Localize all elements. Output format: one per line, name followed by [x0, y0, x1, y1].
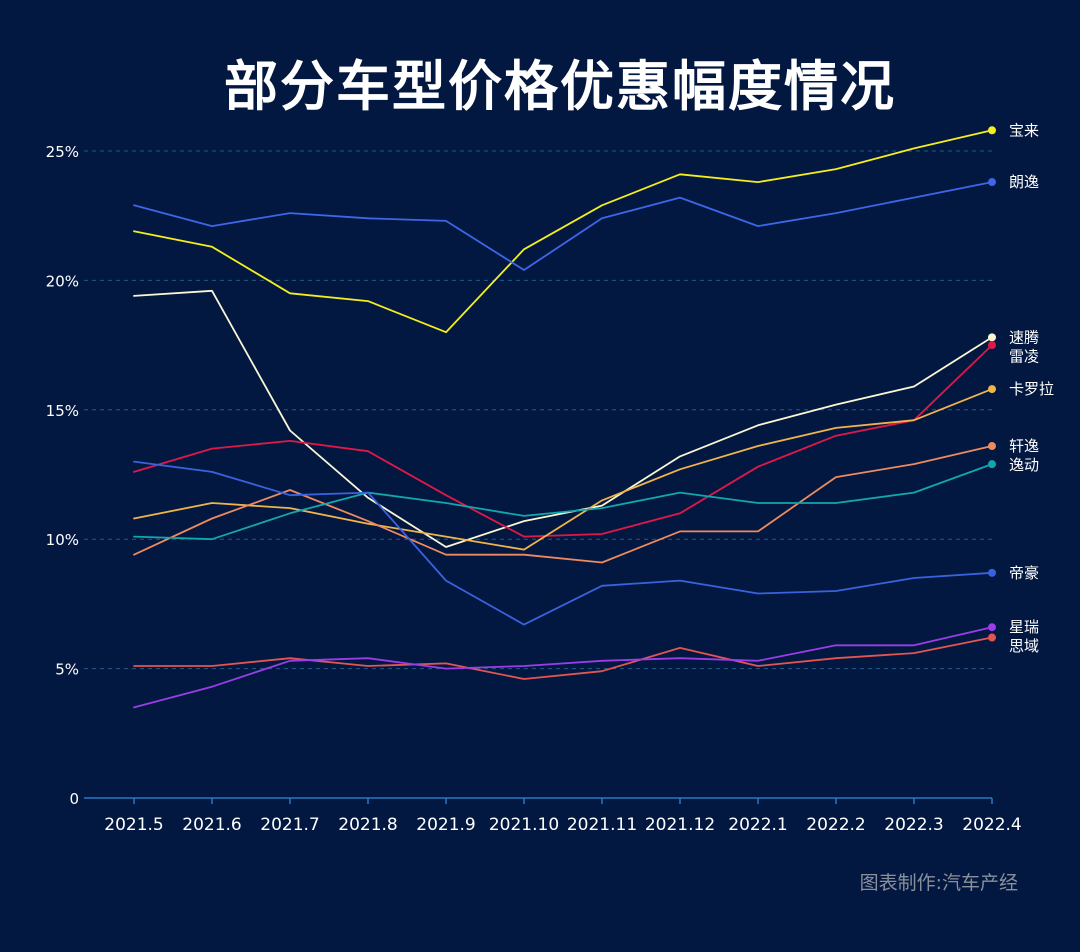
series-end-dot [988, 178, 996, 187]
x-tick-label: 2021.8 [338, 815, 397, 835]
series-line [133, 289, 993, 548]
series-line [133, 344, 993, 538]
series-line [133, 460, 993, 626]
series-line [133, 445, 993, 564]
x-tick-label: 2021.9 [416, 815, 475, 835]
series-label: 卡罗拉 [1009, 380, 1054, 398]
series-label: 轩逸 [1009, 437, 1039, 455]
grid-layer [84, 150, 992, 670]
series-label: 速腾 [1009, 328, 1039, 346]
series-end-dot [988, 442, 996, 451]
x-tick-label: 2021.12 [645, 815, 715, 835]
series-label: 宝来 [1009, 121, 1039, 139]
series-label: 朗逸 [1009, 173, 1039, 191]
series-end-dot [988, 333, 996, 342]
y-tick-label: 5% [55, 661, 79, 679]
x-tick-label: 2021.11 [567, 815, 637, 835]
x-tick-label: 2022.4 [962, 815, 1021, 835]
x-tick-label: 2021.10 [489, 815, 559, 835]
series-label: 雷凌 [1009, 347, 1039, 365]
series-end-dot [988, 385, 996, 394]
axis-layer: 0 5% 10% 15% 20% 25% 2021.5 2021.6 2021.7 2021.8 2… [46, 143, 1022, 835]
x-tick-label: 2021.7 [260, 815, 319, 835]
series-layer [133, 126, 996, 709]
x-tick-label: 2022.1 [728, 815, 787, 835]
series-line [133, 636, 993, 680]
series-end-dot [988, 341, 996, 350]
y-tick-label: 0 [69, 790, 79, 808]
series-line [133, 626, 993, 709]
x-tick-label: 2021.6 [182, 815, 241, 835]
series-end-dot [988, 568, 996, 577]
series-end-dot [988, 633, 996, 642]
y-tick-label: 20% [46, 272, 79, 290]
series-label: 思域 [1009, 637, 1039, 655]
x-tick-label: 2022.2 [806, 815, 865, 835]
series-line [133, 388, 993, 551]
series-end-dot [988, 126, 996, 135]
x-tick-label: 2022.3 [884, 815, 943, 835]
series-end-dot [988, 460, 996, 469]
series-end-dot [988, 623, 996, 632]
series-label: 星瑞 [1009, 618, 1039, 636]
series-line [133, 181, 993, 271]
y-tick-label: 10% [46, 531, 79, 549]
series-label: 帝豪 [1009, 564, 1039, 582]
y-tick-label: 25% [46, 143, 79, 161]
x-tick-label: 2021.5 [104, 815, 163, 835]
series-label: 逸动 [1009, 456, 1039, 474]
chart-title: 部分车型价格优惠幅度情况 [224, 55, 896, 118]
chart-credit: 图表制作:汽车产经 [859, 872, 1018, 894]
series-line [133, 129, 993, 334]
series-line [133, 463, 993, 541]
y-tick-label: 15% [46, 402, 79, 420]
